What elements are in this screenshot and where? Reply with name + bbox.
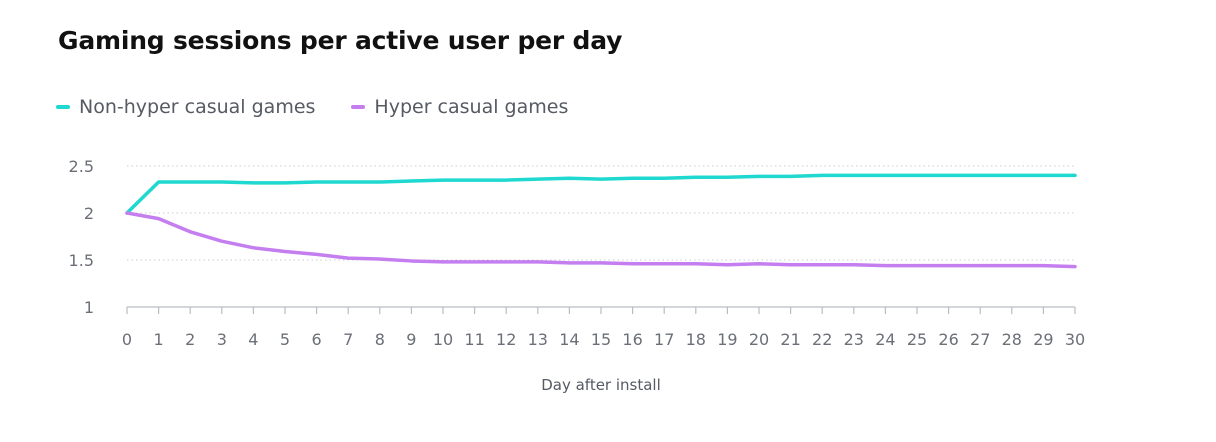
x-tick-label: 28 bbox=[1002, 330, 1022, 349]
x-tick-label: 19 bbox=[717, 330, 737, 349]
y-tick-label: 2 bbox=[84, 204, 94, 223]
x-tick-label: 5 bbox=[280, 330, 290, 349]
x-tick-label: 1 bbox=[154, 330, 164, 349]
x-tick-label: 22 bbox=[812, 330, 832, 349]
y-tick-label: 1 bbox=[84, 298, 94, 317]
x-tick-label: 11 bbox=[464, 330, 484, 349]
y-tick-label: 2.5 bbox=[69, 157, 94, 176]
x-tick-label: 24 bbox=[875, 330, 895, 349]
x-tick-label: 6 bbox=[312, 330, 322, 349]
chart-legend: Non-hyper casual games Hyper casual game… bbox=[56, 96, 604, 118]
legend-item-non-hyper-casual: Non-hyper casual games bbox=[56, 96, 315, 118]
x-tick-label: 7 bbox=[343, 330, 353, 349]
chart-title: Gaming sessions per active user per day bbox=[58, 26, 623, 55]
legend-swatch-non-hyper-casual bbox=[56, 105, 70, 109]
series-line-non-hyper-casual bbox=[125, 173, 1077, 215]
x-tick-label: 23 bbox=[844, 330, 864, 349]
x-tick-label: 20 bbox=[749, 330, 769, 349]
x-tick-label: 3 bbox=[217, 330, 227, 349]
x-tick-label: 9 bbox=[406, 330, 416, 349]
x-tick-label: 12 bbox=[496, 330, 516, 349]
legend-swatch-hyper-casual bbox=[351, 105, 366, 109]
x-tick-label: 27 bbox=[970, 330, 990, 349]
x-tick-label: 4 bbox=[248, 330, 258, 349]
x-tick-label: 21 bbox=[780, 330, 800, 349]
legend-item-hyper-casual: Hyper casual games bbox=[351, 96, 568, 118]
x-tick-label: 10 bbox=[433, 330, 453, 349]
x-tick-label: 17 bbox=[654, 330, 674, 349]
x-tick-label: 2 bbox=[185, 330, 195, 349]
x-tick-label: 15 bbox=[591, 330, 611, 349]
x-tick-label: 14 bbox=[559, 330, 579, 349]
x-tick-label: 0 bbox=[122, 330, 132, 349]
series-line-hyper-casual bbox=[125, 211, 1077, 269]
x-tick-label: 16 bbox=[622, 330, 642, 349]
legend-label-hyper-casual: Hyper casual games bbox=[374, 96, 569, 118]
x-tick-label: 29 bbox=[1033, 330, 1053, 349]
x-tick-label: 13 bbox=[528, 330, 548, 349]
x-axis-title: Day after install bbox=[541, 376, 661, 394]
x-tick-label: 30 bbox=[1065, 330, 1085, 349]
x-tick-label: 8 bbox=[375, 330, 385, 349]
y-tick-label: 1.5 bbox=[69, 251, 94, 270]
x-tick-label: 18 bbox=[686, 330, 706, 349]
legend-label-non-hyper-casual: Non-hyper casual games bbox=[79, 96, 316, 118]
x-tick-label: 26 bbox=[938, 330, 958, 349]
x-tick-label: 25 bbox=[907, 330, 927, 349]
